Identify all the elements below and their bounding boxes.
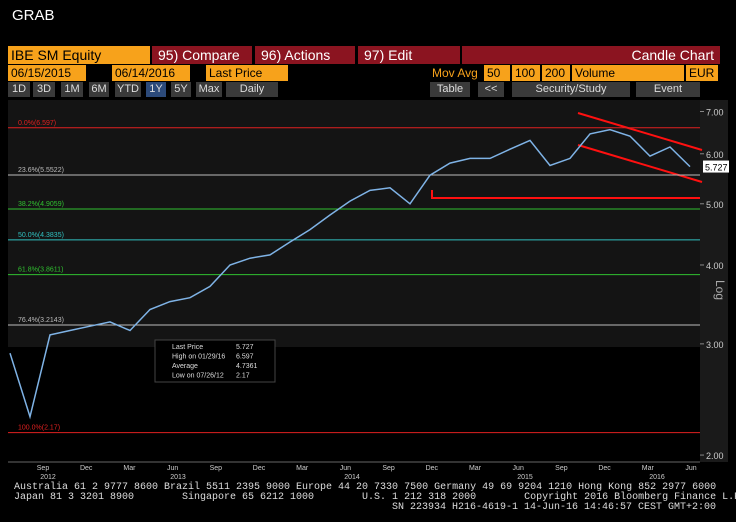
year-label: 2015: [517, 474, 533, 481]
x-tick-label: Jun: [340, 465, 351, 472]
fib-label: 50.0%(4.3835): [18, 232, 64, 239]
year-label: 2012: [40, 474, 56, 481]
x-tick-label: Mar: [123, 465, 136, 472]
frequency-select[interactable]: Daily: [226, 82, 278, 97]
year-label: 2013: [170, 474, 186, 481]
chart-type: Candle Chart: [462, 46, 720, 64]
legend-label: Last Price: [172, 344, 203, 351]
x-tick-label: Dec: [80, 465, 93, 472]
period-button[interactable]: 5Y: [171, 82, 191, 97]
y-tick-label: 6.00: [706, 150, 724, 160]
x-tick-label: Dec: [253, 465, 266, 472]
footer-line: SN 223934 H216-4619-1 14-Jun-16 14:46:57…: [392, 502, 717, 513]
y-axis-label: Log: [713, 280, 727, 300]
y-tick-label: 4.00: [706, 261, 724, 271]
menu-button[interactable]: 97) Edit: [358, 46, 460, 64]
x-tick-label: Dec: [598, 465, 611, 472]
y-tick-label: 2.00: [706, 451, 724, 461]
fib-label: 76.4%(3.2143): [18, 317, 64, 324]
x-tick-label: Mar: [296, 465, 309, 472]
period-button[interactable]: 3D: [33, 82, 55, 97]
x-tick-label: Mar: [469, 465, 482, 472]
currency[interactable]: EUR: [686, 65, 718, 81]
last-price-box: [703, 160, 729, 173]
price-line: [9, 128, 691, 420]
period-button[interactable]: YTD: [115, 82, 141, 97]
legend-value: 2.17: [236, 373, 250, 380]
axis-bg: [700, 100, 728, 462]
x-tick-label: Sep: [37, 465, 50, 472]
x-tick-label: Mar: [642, 465, 655, 472]
tool-button[interactable]: <<: [478, 82, 504, 97]
legend-value: 6.597: [236, 354, 254, 361]
trendline: [577, 144, 703, 183]
tool-button[interactable]: Table: [430, 82, 470, 97]
period-button[interactable]: 1M: [61, 82, 83, 97]
mov-avg[interactable]: 200: [542, 65, 570, 81]
x-tick-label: Jun: [685, 465, 696, 472]
fib-label: 61.8%(3.8611): [18, 267, 63, 274]
footer-line: Japan 81 3 3201 8900 Singapore 65 6212 1…: [14, 492, 736, 503]
end-date[interactable]: 06/14/2016: [112, 65, 190, 81]
menu-button[interactable]: 96) Actions: [255, 46, 355, 64]
menu-button[interactable]: 95) Compare: [152, 46, 252, 64]
field-select[interactable]: Last Price: [206, 65, 288, 81]
x-tick-label: Sep: [555, 465, 568, 472]
fib-label: 38.2%(4.9059): [18, 201, 64, 208]
support-line: [431, 190, 700, 199]
tool-button[interactable]: Event: [636, 82, 700, 97]
lower-study[interactable]: Volume: [572, 65, 684, 81]
legend: Last Price 5.727 High on 01/29/16 6.597 Aver…: [154, 339, 276, 383]
period-button[interactable]: 6M: [89, 82, 109, 97]
legend-bg: [154, 339, 276, 383]
tool-button[interactable]: Security/Study: [512, 82, 630, 97]
legend-label: High on 01/29/16: [172, 354, 225, 361]
year-label: 2014: [344, 474, 360, 481]
legend-label: Average: [172, 363, 198, 370]
year-label: 2016: [649, 474, 665, 481]
x-tick-label: Jun: [167, 465, 178, 472]
x-tick-label: Sep: [210, 465, 223, 472]
mov-avg[interactable]: 100: [512, 65, 540, 81]
legend-value: 5.727: [236, 344, 254, 351]
footer-line: Australia 61 2 9777 8600 Brazil 5511 239…: [14, 482, 717, 493]
y-tick-label: 5.00: [706, 200, 724, 210]
trendline: [577, 112, 703, 151]
last-price-label: 5.727: [705, 163, 728, 173]
start-date[interactable]: 06/15/2015: [8, 65, 86, 81]
x-tick-label: Sep: [382, 465, 395, 472]
fib-label: 23.6%(5.5522): [18, 167, 64, 174]
fib-label: 0.0%(6.597): [18, 120, 56, 127]
period-button[interactable]: 1D: [8, 82, 30, 97]
period-button[interactable]: Max: [196, 82, 222, 97]
mov-avg[interactable]: 50: [484, 65, 510, 81]
period-button[interactable]: 1Y: [146, 82, 166, 97]
fib-label: 100.0%(2.17): [18, 425, 60, 432]
y-tick-label: 7.00: [706, 108, 724, 118]
x-tick-label: Jun: [513, 465, 524, 472]
mov-avg-label: Mov Avg: [432, 66, 478, 80]
x-tick-label: Dec: [426, 465, 439, 472]
security-field[interactable]: IBE SM Equity: [8, 46, 150, 64]
legend-value: 4.7361: [236, 363, 258, 370]
window-title: GRAB: [12, 7, 55, 24]
panel-bg: [8, 100, 700, 347]
y-tick-label: 3.00: [706, 340, 724, 350]
legend-label: Low on 07/26/12: [172, 373, 224, 380]
